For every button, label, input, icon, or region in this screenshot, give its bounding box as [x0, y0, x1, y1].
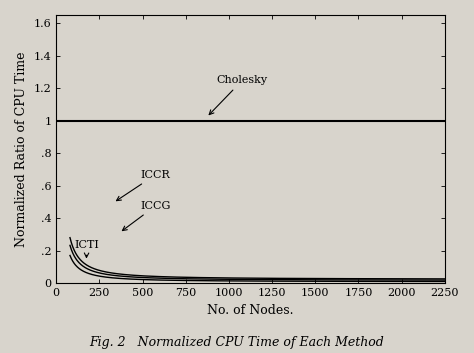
Text: ICCG: ICCG [122, 201, 171, 231]
X-axis label: No. of Nodes.: No. of Nodes. [207, 304, 294, 317]
Text: ICTI: ICTI [74, 240, 99, 257]
Text: Cholesky: Cholesky [209, 75, 268, 115]
Text: ICCR: ICCR [117, 170, 171, 201]
Text: Fig. 2   Normalized CPU Time of Each Method: Fig. 2 Normalized CPU Time of Each Metho… [90, 336, 384, 349]
Y-axis label: Normalized Ratio of CPU Time: Normalized Ratio of CPU Time [15, 52, 28, 247]
